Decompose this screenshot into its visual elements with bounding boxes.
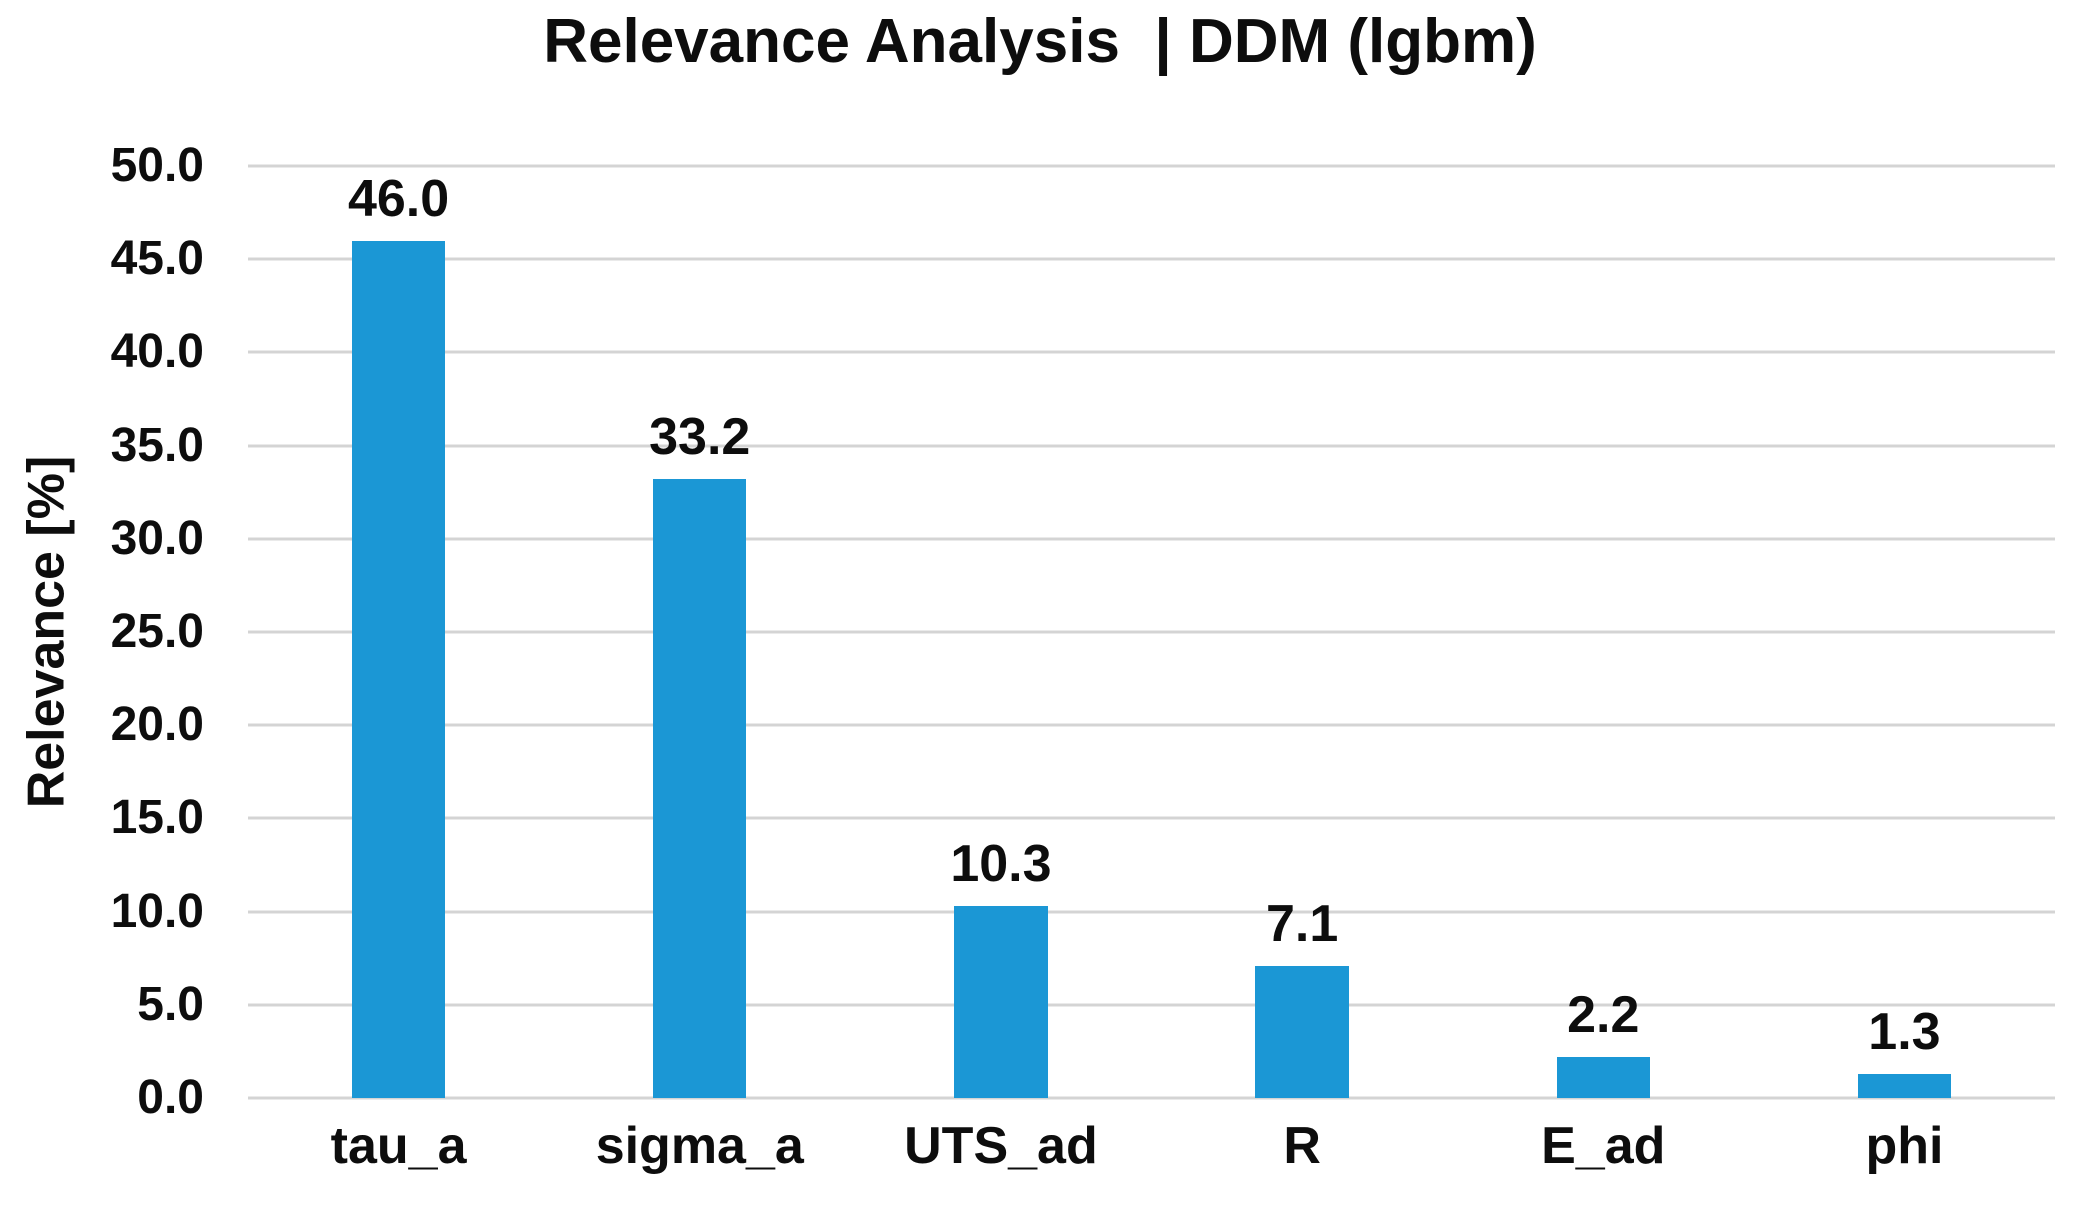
bar-value-label: 2.2 [1567, 986, 1640, 1044]
plot-area: 46.0 33.2 10.3 7.1 2.2 1.3 [248, 164, 2055, 1100]
y-tick-label: 25.0 [110, 605, 204, 658]
bar-value-label: 7.1 [1265, 894, 1339, 953]
bar-value-label: 46.0 [347, 169, 450, 228]
y-tick-label: 50.0 [110, 139, 204, 192]
gridline [248, 1096, 2055, 1100]
gridline [248, 630, 2055, 634]
y-tick-label: 45.0 [110, 232, 204, 286]
y-tick-label: 35.0 [110, 418, 204, 472]
bar-slot-tau_a: 46.0 [248, 166, 549, 1098]
y-tick-label: 30.0 [110, 511, 204, 565]
bar-slot-phi: 1.3 [1754, 166, 2055, 1098]
bar-tau_a [351, 240, 446, 1098]
bar-UTS_ad [954, 906, 1048, 1098]
y-tick-label: 20.0 [110, 698, 204, 752]
x-category-label-sigma_a: sigma_a [595, 1117, 804, 1175]
chart-title: Relevance Analysis | DDM (lgbm) [543, 7, 1537, 76]
bar-phi [1857, 1073, 1952, 1098]
gridline [248, 164, 2055, 168]
y-tick-label: 40.0 [110, 325, 204, 379]
bar-slot-UTS_ad: 10.3 [850, 166, 1151, 1098]
x-category-label-R: R [1283, 1117, 1321, 1175]
bar-value-label: 10.3 [950, 835, 1052, 894]
gridline [248, 816, 2055, 820]
x-category-label-phi: phi [1865, 1117, 1944, 1175]
gridline [248, 910, 2055, 914]
bar-slot-E_ad: 2.2 [1453, 166, 1754, 1098]
bar-value-label: 33.2 [649, 408, 751, 467]
bars-row: 46.0 33.2 10.3 7.1 2.2 1.3 [248, 166, 2055, 1098]
y-tick-label: 0.0 [137, 1071, 204, 1124]
y-tick-label: 5.0 [137, 977, 204, 1031]
y-tick-label: 15.0 [110, 791, 204, 845]
y-tick-label: 10.0 [110, 884, 204, 938]
gridline [248, 1003, 2055, 1007]
bar-E_ad [1556, 1057, 1650, 1098]
bar-slot-sigma_a: 33.2 [549, 166, 850, 1098]
gridline [248, 537, 2055, 541]
bar-sigma_a [653, 479, 747, 1098]
gridline [248, 723, 2055, 727]
x-category-label-tau_a: tau_a [330, 1117, 467, 1175]
gridline [248, 350, 2055, 354]
gridline [248, 257, 2055, 261]
bar-value-label: 1.3 [1868, 1002, 1941, 1061]
x-axis-labels: tau_a sigma_a UTS_ad R E_ad phi [248, 1117, 2055, 1175]
gridline [248, 444, 2055, 448]
y-axis-tick-labels: 0.0 5.0 10.0 15.0 20.0 25.0 30.0 35.0 40.0 45.0 50… [0, 142, 204, 1122]
x-category-label-UTS_ad: UTS_ad [904, 1117, 1098, 1175]
bar-R [1255, 965, 1349, 1098]
bar-slot-R: 7.1 [1152, 166, 1453, 1098]
x-category-label-E_ad: E_ad [1541, 1117, 1666, 1175]
